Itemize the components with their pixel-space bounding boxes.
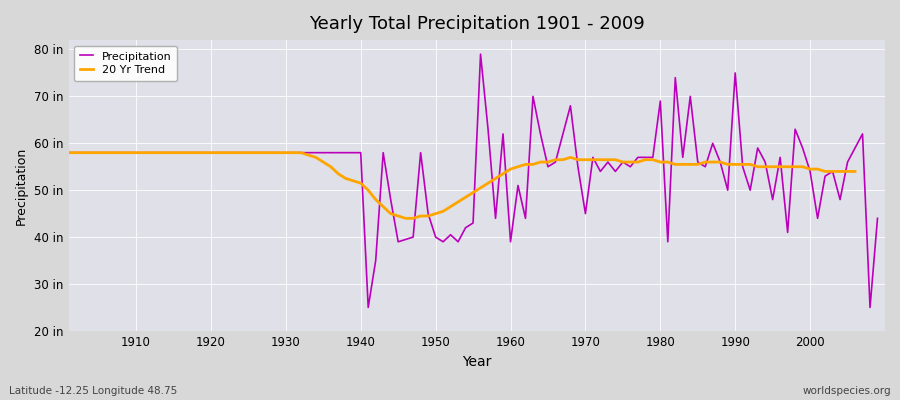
Precipitation <box>520 216 531 221</box>
Precipitation <box>63 150 74 155</box>
20 Yr Trend <box>400 216 411 221</box>
20 Yr Trend <box>527 162 538 167</box>
X-axis label: Year: Year <box>462 355 491 369</box>
Precipitation <box>610 169 621 174</box>
Legend: Precipitation, 20 Yr Trend: Precipitation, 20 Yr Trend <box>74 46 177 81</box>
Precipitation <box>123 150 134 155</box>
Precipitation <box>872 216 883 221</box>
Line: 20 Yr Trend: 20 Yr Trend <box>68 153 855 218</box>
20 Yr Trend <box>752 164 763 169</box>
Y-axis label: Precipitation: Precipitation <box>15 146 28 225</box>
Text: Latitude -12.25 Longitude 48.75: Latitude -12.25 Longitude 48.75 <box>9 386 177 396</box>
20 Yr Trend <box>86 150 96 155</box>
Precipitation <box>333 150 344 155</box>
Title: Yearly Total Precipitation 1901 - 2009: Yearly Total Precipitation 1901 - 2009 <box>309 15 644 33</box>
20 Yr Trend <box>580 157 590 162</box>
20 Yr Trend <box>850 169 860 174</box>
Precipitation <box>363 305 374 310</box>
Precipitation <box>513 183 524 188</box>
Precipitation <box>475 52 486 56</box>
Line: Precipitation: Precipitation <box>68 54 878 308</box>
Text: worldspecies.org: worldspecies.org <box>803 386 891 396</box>
20 Yr Trend <box>610 157 621 162</box>
20 Yr Trend <box>63 150 74 155</box>
Precipitation <box>288 150 299 155</box>
20 Yr Trend <box>536 160 546 164</box>
